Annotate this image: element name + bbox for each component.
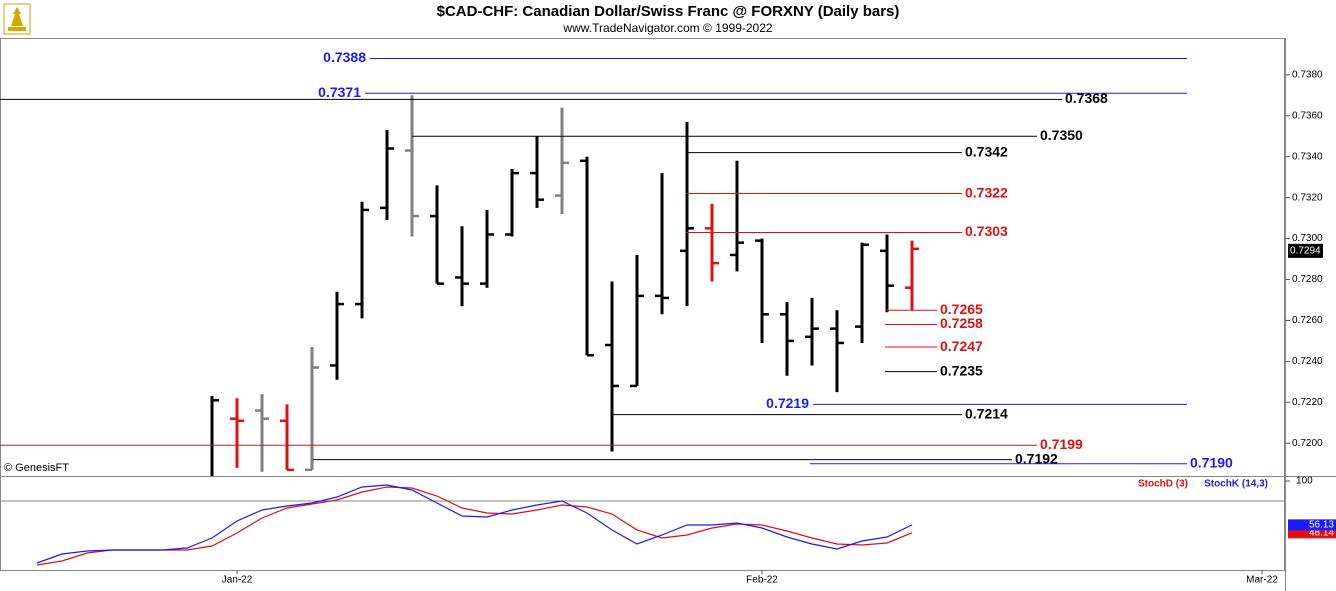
level-label: 0.7192 [1015, 450, 1058, 466]
level-label: 0.7235 [940, 362, 983, 378]
level-label: 0.7350 [1040, 127, 1083, 143]
level-label: 0.7258 [940, 315, 983, 331]
x-tick-label: Jan-22 [222, 575, 253, 586]
y-tick-label: 100 [1296, 476, 1313, 487]
y-tick-label: 0.7340 [1292, 151, 1323, 162]
y-tick-label: 0.7300 [1292, 233, 1323, 244]
watermark: © GenesisFT [4, 462, 69, 474]
level-label: 0.7190 [1190, 454, 1233, 470]
y-tick-label: 0.7260 [1292, 315, 1323, 326]
value-label: 48.14 [1309, 528, 1334, 539]
y-tick-label: 0.7200 [1292, 438, 1323, 449]
y-tick-label: 0.7360 [1292, 110, 1323, 121]
legend-entry: StochD (3) [1138, 479, 1188, 490]
price-panel [210, 95, 919, 476]
chart-title: $CAD-CHF: Canadian Dollar/Swiss Franc @ … [437, 3, 900, 20]
value-label-box [1288, 527, 1336, 539]
value-label: 56.13 [1309, 520, 1334, 531]
chart-subtitle: www.TradeNavigator.com © 1999-2022 [562, 21, 772, 35]
level-label: 0.7214 [965, 405, 1008, 421]
level-label: 0.7219 [766, 395, 809, 411]
level-label: 0.7368 [1065, 90, 1108, 106]
legend-entry: StochK (14,3) [1204, 479, 1268, 490]
level-label: 0.7265 [940, 301, 983, 317]
level-label: 0.7388 [323, 49, 366, 65]
x-tick-label: Feb-22 [746, 575, 778, 586]
logo [3, 3, 31, 35]
plot-frame [0, 38, 1285, 571]
y-tick-label: 0.7320 [1292, 192, 1323, 203]
series-line [36, 484, 913, 564]
y-tick-label: 0.7380 [1292, 69, 1323, 80]
level-label: 0.7247 [940, 338, 983, 354]
y-tick-label: 0.7240 [1292, 356, 1323, 367]
last-price-label: 0.7294 [1290, 246, 1321, 257]
y-tick-label: 0.7220 [1292, 397, 1323, 408]
x-tick-label: Mar-22 [1246, 575, 1278, 586]
level-label: 0.7371 [318, 84, 361, 100]
last-price-box [1288, 243, 1323, 258]
level-label: 0.7303 [965, 223, 1008, 239]
level-label: 0.7199 [1040, 436, 1083, 452]
level-label: 0.7322 [965, 184, 1008, 200]
value-label-box [1288, 519, 1336, 531]
level-label: 0.7342 [965, 143, 1008, 159]
series-line [36, 486, 913, 566]
y-tick-label: 0.7280 [1292, 274, 1323, 285]
